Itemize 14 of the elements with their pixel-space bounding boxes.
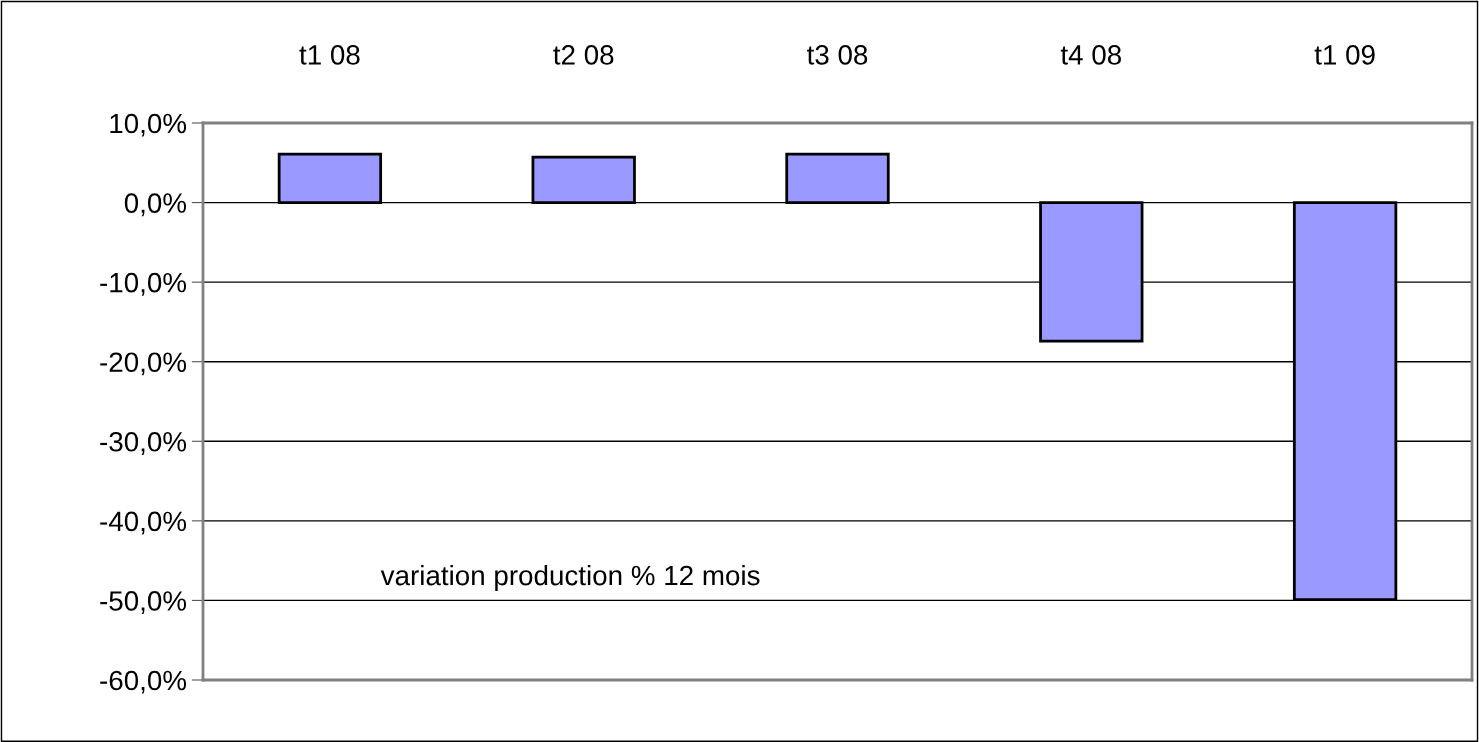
x-tick-label: t2 08 xyxy=(553,45,614,65)
annotation: variation production % 12 mois xyxy=(380,564,760,591)
y-tick-label: -40,0% xyxy=(100,511,187,535)
x-tick-label: t3 08 xyxy=(807,45,868,65)
x-tick-label: t1 08 xyxy=(299,45,360,65)
x-tick-label: t1 09 xyxy=(1314,45,1375,65)
y-tick-label: 0,0% xyxy=(124,193,187,217)
y-tick-label: -60,0% xyxy=(100,670,187,694)
y-tick-label: -10,0% xyxy=(100,272,187,296)
y-tick-label: -30,0% xyxy=(100,431,187,455)
y-tick-label: 10,0% xyxy=(110,113,187,137)
y-tick-label: -20,0% xyxy=(100,352,187,376)
y-tick-label: -50,0% xyxy=(100,591,187,615)
x-tick-label: t4 08 xyxy=(1060,45,1121,65)
